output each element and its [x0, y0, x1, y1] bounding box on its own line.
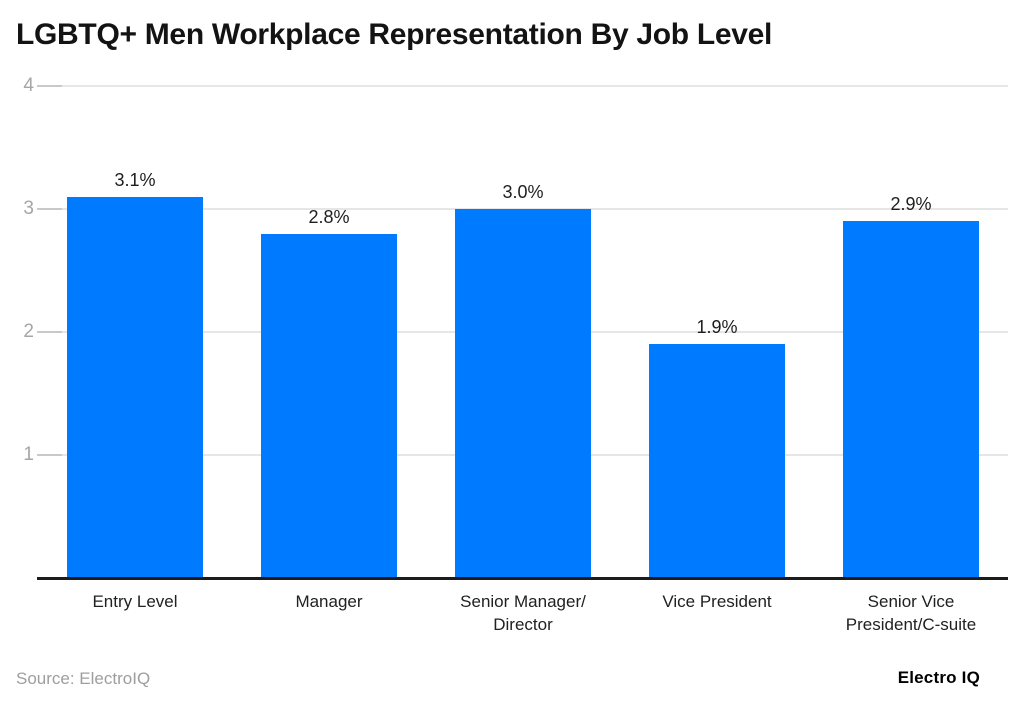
chart-title: LGBTQ+ Men Workplace Representation By J… [16, 18, 773, 51]
bar-value-label: 2.8% [308, 206, 350, 227]
bar [67, 196, 203, 578]
x-axis-label: Manager [295, 592, 363, 611]
x-axis-label: Senior Manager/ Director [460, 592, 586, 634]
y-tick-mark [37, 208, 62, 210]
x-axis-label: Entry Level [92, 592, 178, 611]
source-note: Source: ElectroIQ [16, 669, 151, 688]
bar-value-label: 2.9% [890, 194, 932, 215]
bar [649, 344, 785, 578]
bar-value-label: 1.9% [696, 317, 738, 338]
brand-logo: Electro IQ [897, 668, 980, 687]
bar [843, 221, 979, 578]
bar [455, 209, 591, 578]
y-tick-mark [37, 85, 62, 87]
y-tick-label: 2 [23, 321, 34, 342]
bar-value-label: 3.1% [114, 169, 156, 190]
x-axis-label: Vice President [662, 592, 772, 611]
y-tick-label: 1 [23, 444, 34, 465]
y-tick-mark [37, 331, 62, 333]
x-axis-label: Senior Vice President/C-suite [845, 592, 977, 634]
bar [261, 233, 397, 578]
x-axis-line [37, 577, 1008, 580]
y-tick-mark [37, 454, 62, 456]
y-tick-label: 4 [23, 75, 34, 96]
y-tick-label: 3 [23, 198, 34, 219]
bar-value-label: 3.0% [502, 182, 544, 202]
gridline [37, 85, 1008, 87]
